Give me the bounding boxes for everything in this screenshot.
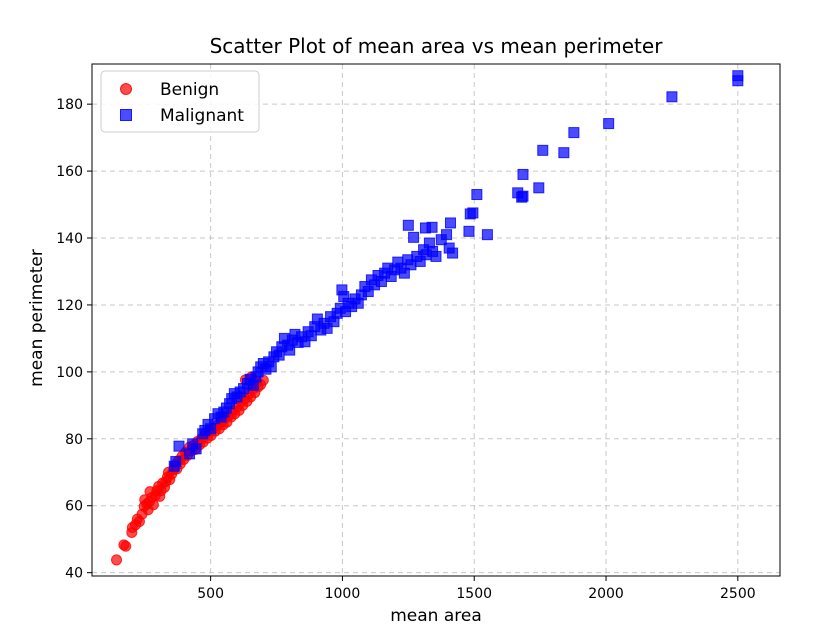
y-tick-label: 80 <box>65 432 83 448</box>
malignant-point <box>517 168 529 180</box>
malignant-point <box>533 182 545 194</box>
grid <box>92 64 780 576</box>
plot-area-frame <box>91 63 781 577</box>
benign-point <box>147 499 159 511</box>
malignant-point <box>666 91 678 103</box>
malignant-point <box>305 330 317 342</box>
malignant-point <box>173 440 185 452</box>
malignant-point <box>732 75 744 87</box>
y-tick-label: 140 <box>56 231 83 247</box>
malignant-point <box>362 286 374 298</box>
y-tick-label: 160 <box>56 164 83 180</box>
x-tick-label: 1000 <box>325 586 361 602</box>
malignant-point <box>558 147 570 159</box>
malignant-point <box>321 322 333 334</box>
malignant-point <box>441 229 453 241</box>
malignant-point <box>537 144 549 156</box>
malignant-point <box>444 217 456 229</box>
malignant-point <box>481 229 493 241</box>
malignant-point <box>398 267 410 279</box>
legend-malignant-marker <box>120 109 132 121</box>
x-tick-label: 2500 <box>720 586 756 602</box>
benign-point <box>120 540 132 552</box>
chart-title: Scatter Plot of mean area vs mean perime… <box>210 34 664 58</box>
axis-ticks: 500 1000 1500 2000 2500 40 60 80 100 120 140 160 180 <box>56 97 755 602</box>
malignant-point <box>265 361 277 373</box>
y-tick-label: 40 <box>65 566 83 582</box>
malignant-point <box>471 189 483 201</box>
x-tick-label: 1500 <box>456 586 492 602</box>
y-tick-label: 60 <box>65 499 83 515</box>
legend-malignant-label: Malignant <box>160 106 244 126</box>
x-axis-label: mean area <box>390 606 482 626</box>
malignant-point <box>414 255 426 267</box>
x-tick-label: 2000 <box>588 586 624 602</box>
malignant-point <box>430 250 442 262</box>
malignant-point <box>190 443 202 455</box>
malignant-point <box>463 225 475 237</box>
benign-point <box>111 554 123 566</box>
legend: Benign Malignant <box>100 70 260 133</box>
data-points <box>111 70 744 566</box>
malignant-point <box>447 247 459 259</box>
malignant-point <box>603 118 615 130</box>
legend-benign-marker <box>120 83 132 95</box>
malignant-point <box>467 207 479 219</box>
legend-benign-label: Benign <box>160 80 219 100</box>
y-tick-label: 120 <box>56 298 83 314</box>
malignant-point <box>568 127 580 139</box>
malignant-point <box>205 423 217 435</box>
malignant-point <box>408 231 420 243</box>
y-tick-label: 100 <box>56 365 83 381</box>
x-tick-label: 500 <box>197 586 224 602</box>
malignant-point <box>402 219 414 231</box>
malignant-point <box>426 221 438 233</box>
y-axis-label: mean perimeter <box>27 249 47 387</box>
legend-box <box>100 70 260 133</box>
y-tick-label: 180 <box>56 97 83 113</box>
malignant-point <box>517 190 529 202</box>
malignant-point <box>170 456 182 468</box>
